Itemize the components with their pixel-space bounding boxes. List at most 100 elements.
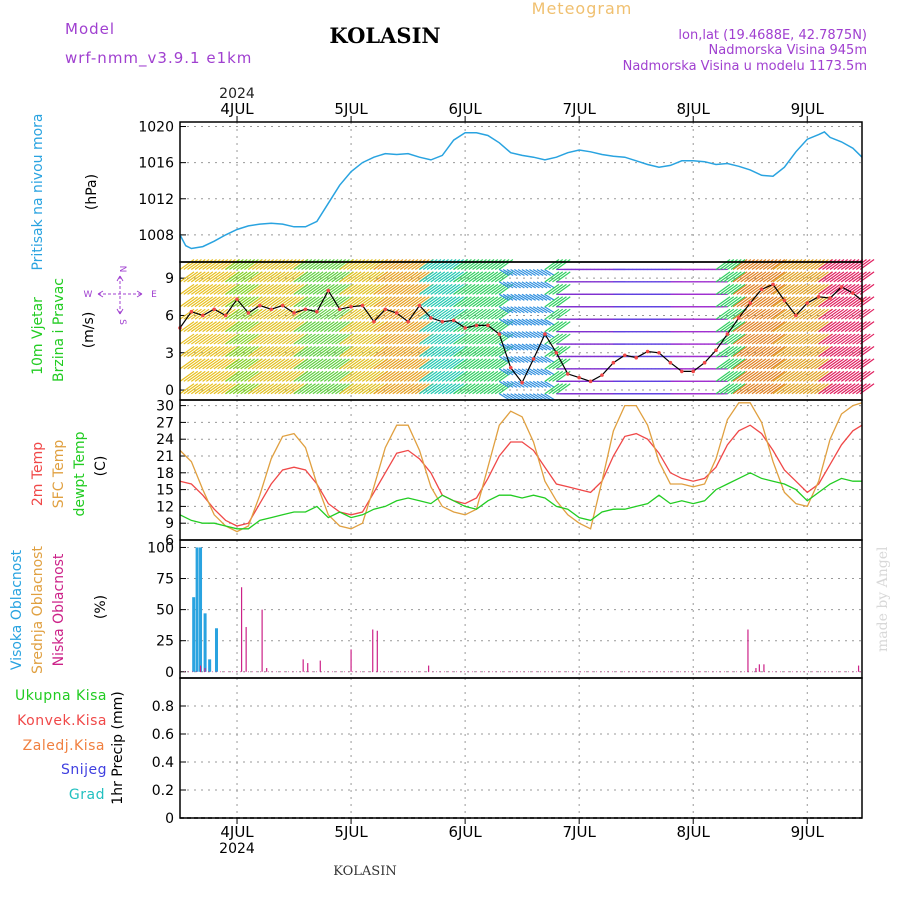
wind-barb	[802, 258, 818, 270]
wind-barb	[266, 358, 282, 370]
wind-barb	[281, 383, 297, 395]
wind-barb	[472, 333, 487, 345]
wind-barb	[430, 345, 446, 357]
wind-barb	[810, 358, 826, 370]
wind-barb	[840, 271, 856, 283]
wind-barb	[445, 283, 461, 295]
y-tick-label: 1016	[138, 156, 174, 172]
wind-barb	[730, 358, 746, 370]
wind-barb	[506, 306, 518, 314]
low-cloud-bar	[857, 665, 860, 672]
wind-barb	[217, 333, 232, 345]
wind-barb	[806, 321, 822, 333]
wind-barb	[726, 358, 742, 370]
wind-barb	[240, 258, 256, 270]
wind-barb	[358, 271, 373, 283]
wind-barb	[844, 358, 860, 370]
wind-barb	[339, 358, 355, 370]
wind-barb	[536, 318, 548, 326]
wind-barb	[740, 345, 756, 357]
wind-barb	[213, 271, 229, 283]
wind-barb	[411, 283, 426, 295]
wind-barb	[358, 283, 373, 295]
wind-barb	[396, 258, 411, 270]
wind-barb	[304, 358, 320, 370]
wind-barb	[740, 258, 756, 270]
wind-barb	[822, 296, 837, 308]
wind-barb	[388, 345, 404, 357]
wind-barb	[791, 333, 807, 345]
wind-barb	[384, 271, 400, 283]
wind-barb	[472, 321, 487, 333]
wind-barb	[829, 258, 845, 270]
wind-barb	[479, 358, 495, 370]
wind-barb	[320, 383, 335, 395]
wind-barb	[783, 296, 799, 308]
wind-barb	[209, 321, 225, 333]
wind-barb	[263, 258, 278, 270]
wind-barb	[248, 308, 263, 320]
wind-barb	[814, 258, 829, 270]
wind-barb	[740, 321, 756, 333]
wind-barb	[751, 271, 767, 283]
wind-barb	[437, 321, 453, 333]
wind-gust-point	[337, 307, 342, 312]
wind-barb	[822, 258, 837, 270]
wind-barb	[825, 321, 841, 333]
wind-barb	[755, 370, 771, 382]
wind-barb	[350, 370, 366, 382]
wind-barb	[732, 370, 748, 382]
wind-barb	[780, 271, 795, 283]
wind-barb	[205, 333, 221, 345]
wind-barb	[407, 321, 423, 333]
wind-barb	[755, 345, 771, 357]
wind-barb	[770, 308, 786, 320]
wind-barb	[323, 345, 339, 357]
wind-barb	[437, 283, 453, 295]
wind-barb	[532, 380, 544, 388]
wind-barb	[795, 308, 810, 320]
wind-barb	[723, 345, 738, 357]
wind-barb	[829, 321, 845, 333]
wind-barb	[759, 308, 774, 320]
wind-barb	[502, 368, 514, 376]
wind-barb	[472, 271, 487, 283]
wind-barb	[403, 321, 419, 333]
wind-barb	[502, 343, 514, 351]
wind-barb	[304, 258, 320, 270]
wind-gust-point	[702, 360, 707, 365]
wind-gust-point	[463, 326, 467, 330]
wind-barb	[358, 345, 373, 357]
wind-barb	[726, 370, 742, 382]
wind-barb	[483, 370, 499, 382]
wind-barb	[183, 358, 199, 370]
wind-barb	[755, 308, 771, 320]
wind-barb	[392, 333, 408, 345]
wind-barb	[221, 345, 236, 357]
wind-barb	[783, 358, 799, 370]
wind-barb	[327, 345, 343, 357]
wind-barb	[202, 258, 217, 270]
wind-barb	[449, 283, 464, 295]
wind-barb	[229, 345, 244, 357]
wind-barb	[411, 383, 426, 395]
wind-barb	[304, 370, 320, 382]
wind-barb	[354, 358, 370, 370]
wind-barb	[240, 333, 256, 345]
wind-barb	[377, 345, 392, 357]
wind-barb	[434, 345, 449, 357]
wind-barb	[521, 331, 533, 339]
wind-barb	[266, 370, 282, 382]
wind-barb	[810, 271, 826, 283]
wind-barb	[555, 345, 571, 357]
wind-barb	[365, 321, 381, 333]
wind-barb	[736, 321, 752, 333]
wind-barb	[837, 308, 852, 320]
compass-w: W	[84, 290, 93, 300]
wind-barb	[487, 308, 502, 320]
wind-barb	[740, 333, 756, 345]
wind-barb	[308, 321, 324, 333]
wind-barb	[312, 271, 328, 283]
wind-barb	[411, 258, 426, 270]
wind-barb	[799, 308, 814, 320]
